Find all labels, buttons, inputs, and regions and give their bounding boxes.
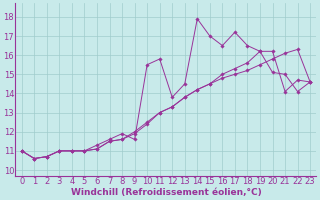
X-axis label: Windchill (Refroidissement éolien,°C): Windchill (Refroidissement éolien,°C) xyxy=(70,188,261,197)
